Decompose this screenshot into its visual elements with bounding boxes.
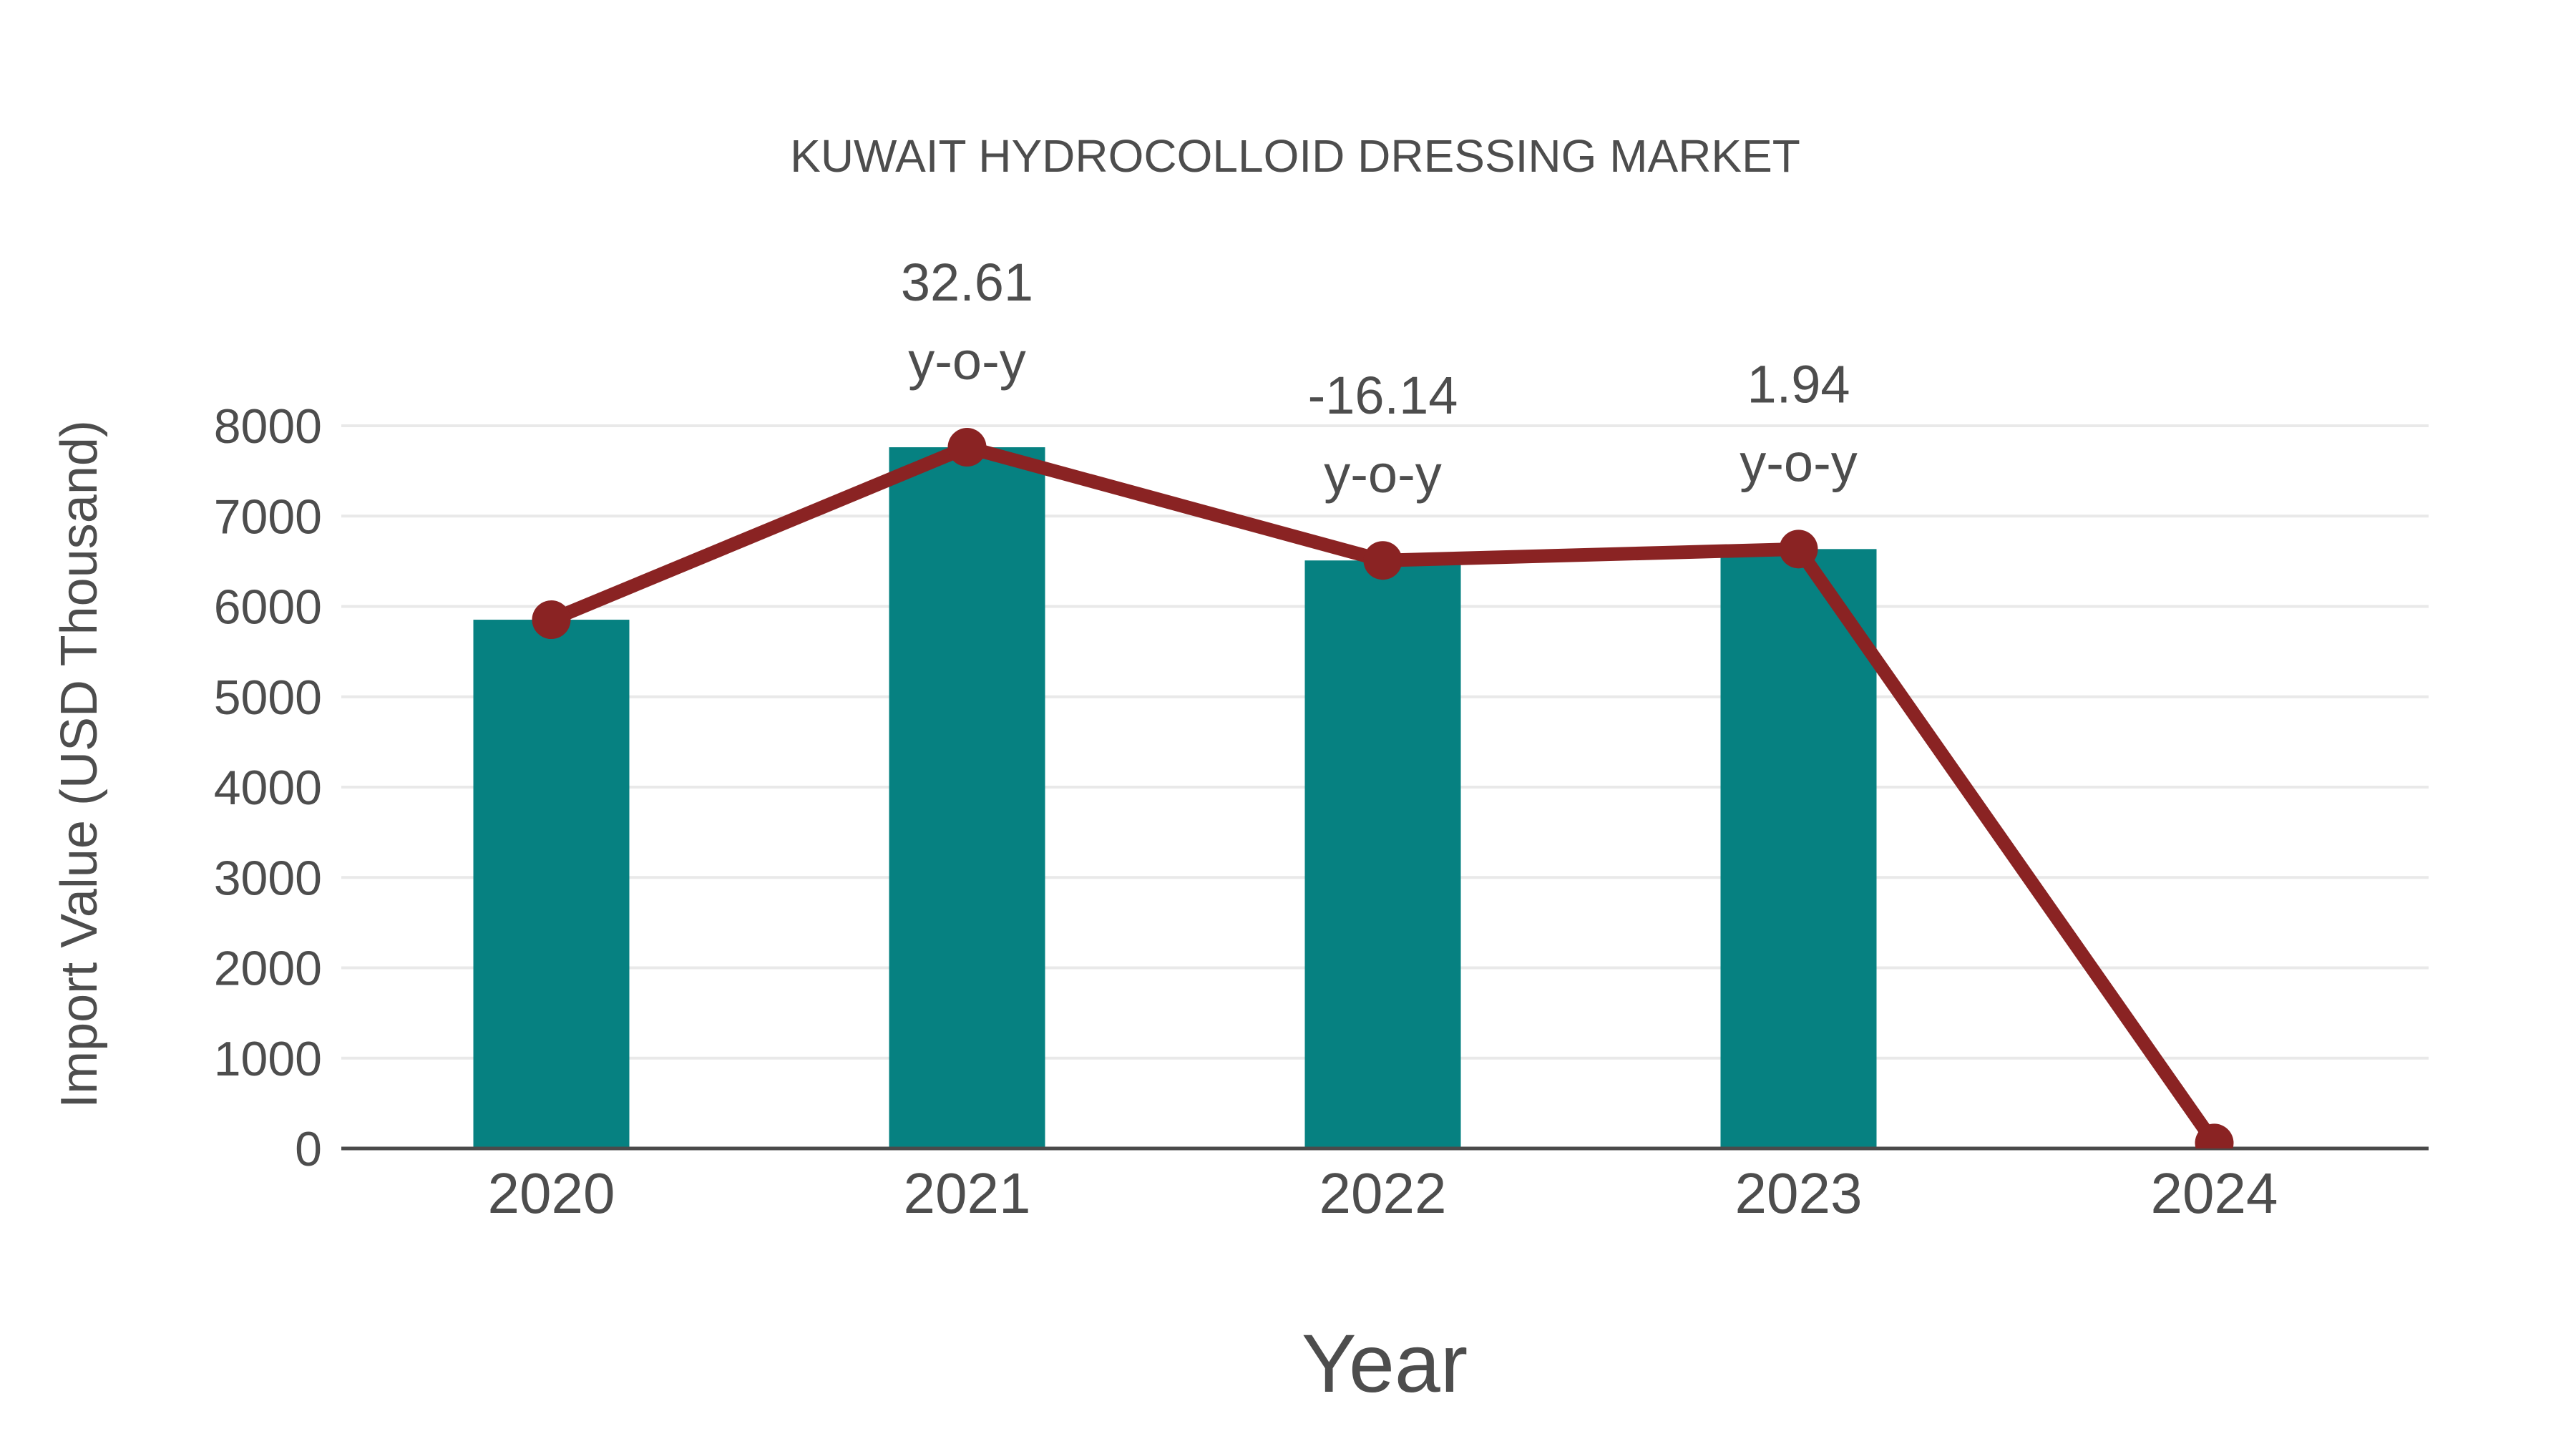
bar-2020	[473, 620, 630, 1148]
y-tick-label-8000: 8000	[214, 399, 322, 454]
y-tick-label-0: 0	[295, 1122, 322, 1176]
data-point-2023	[1779, 530, 1818, 569]
data-point-2024	[2195, 1123, 2234, 1148]
annotation-2021-line2: y-o-y	[908, 331, 1025, 391]
annotation-2022-line2: y-o-y	[1324, 444, 1441, 504]
annotation-2021-line1: 32.61	[901, 253, 1033, 312]
annotation-2022-line1: -16.14	[1308, 366, 1458, 425]
data-point-2021	[947, 428, 987, 467]
annotation-2023-line1: 1.94	[1747, 354, 1850, 414]
bar-2022	[1304, 560, 1461, 1148]
x-tick-label-2022: 2022	[1319, 1161, 1447, 1225]
y-tick-label-2000: 2000	[214, 942, 322, 996]
y-tick-label-7000: 7000	[214, 489, 322, 544]
y-tick-label-6000: 6000	[214, 580, 322, 635]
x-tick-label-2020: 2020	[488, 1161, 615, 1225]
bars-group	[473, 447, 1877, 1148]
y-tick-label-4000: 4000	[214, 761, 322, 815]
y-axis-title: Import Value (USD Thousand)	[51, 420, 108, 1108]
line-series-group	[532, 428, 2234, 1148]
chart-title: KUWAIT HYDROCOLLOID DRESSING MARKET	[790, 130, 1800, 182]
y-tick-label-3000: 3000	[214, 851, 322, 905]
y-tick-labels-group: 0 1000 2000 3000 4000 5000 6000 7000 8000	[214, 399, 322, 1176]
bar-2023	[1720, 549, 1877, 1148]
y-tick-label-1000: 1000	[214, 1032, 322, 1086]
x-tick-label-2021: 2021	[904, 1161, 1031, 1225]
x-tick-label-2023: 2023	[1735, 1161, 1863, 1225]
x-axis-title: Year	[1302, 1318, 1468, 1410]
data-point-2020	[532, 600, 571, 640]
y-tick-label-5000: 5000	[214, 670, 322, 725]
annotation-2023-line2: y-o-y	[1740, 433, 1857, 492]
x-tick-label-2024: 2024	[2151, 1161, 2278, 1225]
bar-2021	[889, 447, 1045, 1148]
annotations-group: 32.61 y-o-y -16.14 y-o-y 1.94 y-o-y	[901, 253, 1858, 504]
data-point-2022	[1363, 541, 1402, 580]
x-tick-labels-group: 2020 2021 2022 2023 2024	[488, 1161, 2278, 1225]
